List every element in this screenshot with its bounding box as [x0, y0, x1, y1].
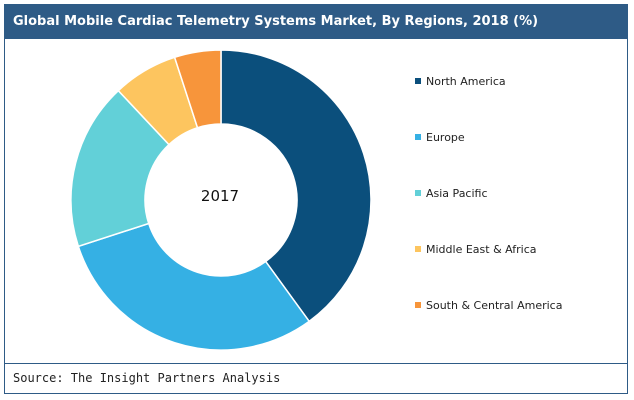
chart-title: Global Mobile Cardiac Telemetry Systems … — [5, 5, 627, 39]
legend-label: North America — [426, 74, 506, 88]
legend-swatch — [415, 190, 421, 196]
legend-label: South & Central America — [426, 298, 563, 312]
slice-europe — [77, 222, 311, 351]
legend-label: Middle East & Africa — [426, 242, 537, 256]
center-label: 2017 — [200, 187, 240, 205]
slice-asia-pacific — [70, 89, 171, 248]
source-note: Source: The Insight Partners Analysis — [5, 363, 627, 393]
legend-swatch — [415, 78, 421, 84]
legend-label: Europe — [426, 130, 465, 144]
slice-north-america — [220, 49, 372, 323]
legend-item: Europe — [415, 129, 465, 145]
legend-item: Asia Pacific — [415, 185, 488, 201]
legend-item: North America — [415, 73, 506, 89]
legend: North America Europe Asia Pacific Middle Ea… — [415, 5, 625, 312]
legend-label: Asia Pacific — [426, 186, 488, 200]
slice-south-central-america — [173, 49, 222, 129]
legend-swatch — [415, 246, 421, 252]
legend-swatch — [415, 302, 421, 308]
legend-item: Middle East & Africa — [415, 241, 537, 257]
legend-item: South & Central America — [415, 297, 562, 313]
legend-swatch — [415, 134, 421, 140]
donut-chart — [70, 49, 372, 351]
chart-frame: Global Mobile Cardiac Telemetry Systems … — [4, 4, 628, 394]
